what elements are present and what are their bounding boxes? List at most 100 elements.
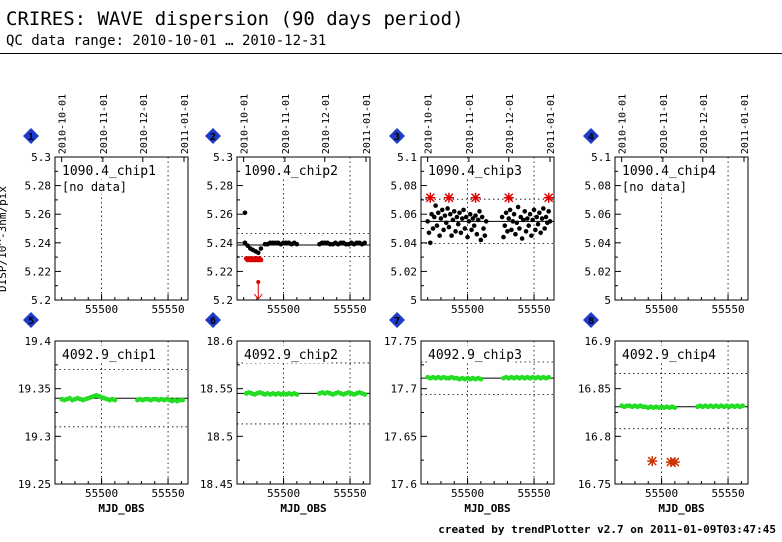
panel-label-bg [61, 162, 149, 179]
data-point [547, 219, 553, 224]
data-point [458, 230, 464, 236]
y-tick-label: 16.9 [585, 335, 612, 348]
data-point [479, 214, 485, 220]
data-point [539, 216, 545, 221]
x-tick-label: 55500 [85, 303, 118, 316]
data-point [242, 210, 248, 216]
y-tick-label: 5.24 [25, 237, 52, 250]
date-tick-label: 2010-12-01 [505, 94, 516, 154]
y-tick-label: 19.25 [18, 478, 51, 491]
y-tick-label: 19.35 [18, 383, 51, 396]
y-tick-label: 5.1 [397, 151, 417, 164]
y-tick-label: 5.3 [213, 151, 233, 164]
outlier-star [543, 192, 554, 203]
data-point [513, 231, 518, 237]
y-tick-label: 5.06 [585, 208, 612, 221]
panel-status-bg [621, 180, 693, 194]
y-tick-label: 5.04 [585, 237, 612, 250]
y-tick-label: 5.1 [591, 151, 611, 164]
panel-3: 55500 55550 5 5.02 5.04 5.06 5.08 5.1 2010-10-01… [389, 94, 557, 316]
panel-label: 1090.4_chip3 [428, 164, 522, 179]
y-tick-label: 5.3 [31, 151, 51, 164]
data-point [543, 214, 549, 220]
panel-number-badge [23, 128, 39, 144]
x-tick-label: 55550 [151, 303, 184, 316]
x-tick-label: 55550 [517, 487, 550, 500]
data-point [482, 233, 488, 238]
panel-label-bg [243, 346, 331, 363]
footer-credit: created by trendPlotter v2.7 on 2011-01-… [438, 523, 776, 536]
y-tick-label: 17.7 [391, 383, 418, 396]
header-rule [0, 53, 782, 54]
data-point [503, 210, 509, 216]
data-point [471, 223, 477, 228]
data-point [428, 240, 433, 246]
data-point [522, 209, 528, 214]
data-point [434, 223, 440, 228]
y-tick-label: 5.08 [391, 180, 418, 193]
y-tick-label: 5.2 [213, 294, 233, 307]
data-point [362, 240, 367, 246]
date-tick-label: 2010-11-01 [281, 94, 292, 154]
panel-number: 5 [28, 316, 34, 327]
x-axis-label: MJD_OBS [98, 502, 144, 515]
panel-number-badge [205, 312, 221, 328]
panel-5: 55500 55550 19.25 19.3 19.35 19.4 4092.9_chip1… [18, 312, 189, 515]
panel-label: 4092.9_chip1 [62, 348, 156, 363]
y-tick-label: 5.26 [25, 208, 52, 221]
panel-number: 1 [28, 132, 34, 143]
offscale-arrow [253, 284, 263, 300]
data-point [538, 230, 543, 236]
y-tick-label: 16.75 [578, 478, 611, 491]
date-tick-label: 2010-11-01 [99, 94, 110, 154]
data-point [478, 376, 484, 382]
date-tick-label: 2010-10-01 [424, 94, 435, 154]
y-tick-label: 5.02 [585, 265, 612, 278]
data-point [527, 211, 533, 217]
data-point [517, 226, 522, 231]
data-point [258, 246, 264, 251]
data-point [507, 207, 513, 213]
panel-number-badge [583, 312, 599, 328]
data-point [523, 229, 529, 234]
y-tick-label: 17.6 [391, 478, 418, 491]
date-tick-label: 2010-12-01 [321, 94, 332, 154]
x-tick-label: 55500 [451, 303, 484, 316]
y-tick-label: 5.22 [25, 265, 52, 278]
x-axis-label: MJD_OBS [658, 502, 704, 515]
data-point [463, 214, 469, 220]
x-tick-label: 55550 [333, 487, 366, 500]
panel-4: 55500 55550 5 5.02 5.04 5.06 5.08 5.1 2010-10-01… [583, 94, 751, 316]
x-tick-label: 55500 [645, 487, 678, 500]
data-point [430, 226, 436, 231]
data-point [509, 227, 514, 233]
data-point [449, 233, 454, 238]
panel-label: 4092.9_chip2 [244, 348, 338, 363]
panel-number-badge [23, 312, 39, 328]
y-tick-label: 18.55 [200, 383, 233, 396]
data-point [475, 217, 481, 223]
data-point [438, 216, 444, 221]
y-tick-label: 18.45 [200, 478, 233, 491]
date-tick-label: 2011-01-01 [362, 94, 373, 154]
x-tick-label: 55550 [151, 487, 184, 500]
data-point [537, 210, 542, 216]
panel-label: 1090.4_chip4 [622, 164, 716, 179]
panel-label-bg [621, 162, 709, 179]
panel-label-bg [427, 162, 515, 179]
data-point [533, 227, 538, 233]
panel-6: 55500 55550 18.45 18.5 18.55 18.6 4092.9_chip2… [200, 312, 371, 515]
data-point [362, 391, 368, 397]
data-point [443, 220, 449, 226]
outlier-star [503, 192, 514, 203]
data-point [255, 250, 261, 256]
data-point [294, 241, 300, 247]
date-tick-label: 2010-10-01 [58, 94, 69, 154]
y-tick-label: 5.02 [391, 265, 418, 278]
y-tick-label: 19.4 [25, 335, 52, 348]
data-point [534, 214, 540, 220]
panel-number-badge [205, 128, 221, 144]
data-point [465, 234, 470, 240]
data-point [531, 207, 537, 213]
date-tick-label: 2011-01-01 [740, 94, 751, 154]
